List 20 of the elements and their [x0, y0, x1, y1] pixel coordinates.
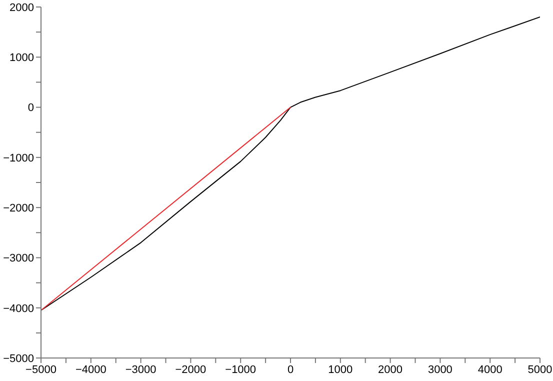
- x-tick-label: 2000: [378, 364, 403, 376]
- x-tick-label: 4000: [478, 364, 502, 376]
- x-tick-label: −4000: [75, 364, 106, 376]
- x-tick-label: −5000: [26, 364, 56, 376]
- y-tick-label: −4000: [3, 302, 34, 315]
- y-tick-label: −5000: [3, 352, 34, 365]
- x-tick-label: 3000: [428, 364, 452, 376]
- y-tick-label: 2000: [10, 2, 34, 14]
- y-tick-label: −2000: [3, 202, 34, 214]
- x-tick-label: 1000: [328, 364, 353, 376]
- x-tick-label: −3000: [125, 364, 156, 376]
- x-tick-label: 0: [287, 364, 294, 376]
- y-tick-label: 1000: [10, 52, 34, 64]
- y-tick-label: −3000: [3, 252, 34, 265]
- x-tick-label: 5000: [528, 364, 552, 376]
- x-tick-label: −1000: [225, 364, 256, 376]
- x-tick-label: −2000: [175, 364, 206, 376]
- line-series: [41, 16, 540, 311]
- y-tick-label: 0: [28, 102, 34, 114]
- y-tick-label: −1000: [3, 152, 34, 164]
